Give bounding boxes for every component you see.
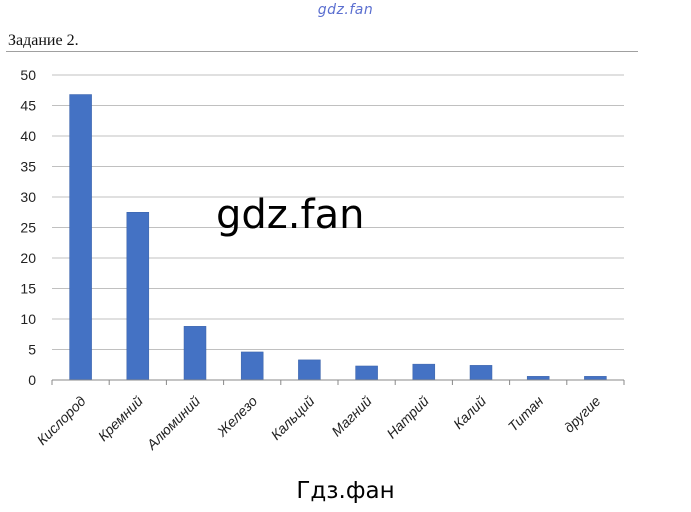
y-tick-label: 30 — [20, 189, 36, 205]
task-title: Задание 2. — [8, 32, 79, 49]
bar-7 — [412, 363, 436, 381]
y-tick-label: 45 — [20, 98, 36, 114]
x-tick-label: Титан — [505, 393, 547, 435]
y-axis-ticks: 0 5 10 15 20 25 30 35 40 45 50 — [20, 67, 36, 388]
bar-5 — [298, 359, 321, 381]
x-tick-label: Магний — [328, 393, 375, 440]
chart-gridlines — [52, 74, 624, 350]
y-tick-label: 0 — [28, 372, 36, 388]
bar-2 — [126, 212, 150, 381]
bar-8 — [469, 365, 493, 381]
y-tick-label: 35 — [20, 159, 36, 175]
title-divider — [6, 51, 638, 52]
bar-6 — [355, 365, 378, 381]
y-tick-label: 15 — [20, 281, 36, 297]
chart-bars — [69, 94, 607, 381]
x-axis — [51, 379, 625, 385]
y-tick-label: 20 — [20, 250, 36, 266]
y-tick-label: 40 — [20, 128, 36, 144]
bar-4 — [240, 351, 264, 381]
x-tick-label: Кремний — [95, 393, 146, 444]
y-tick-label: 5 — [28, 342, 36, 358]
x-tick-label: Кальций — [268, 393, 318, 443]
x-tick-label: Натрий — [383, 393, 432, 442]
bar-3 — [183, 326, 207, 381]
bar-10 — [584, 376, 607, 381]
x-tick-label: другие — [561, 393, 604, 436]
watermark-center: gdz.fan — [216, 192, 365, 238]
watermark-top: gdz.fan — [317, 2, 374, 18]
x-tick-label: Калий — [450, 393, 489, 432]
x-tick-label: Кислород — [34, 393, 89, 448]
bar-1 — [69, 94, 92, 381]
y-tick-label: 10 — [20, 311, 36, 327]
y-tick-label: 25 — [20, 220, 36, 236]
x-tick-label: Железо — [213, 393, 260, 440]
x-tick-label: Алюминий — [143, 393, 204, 454]
watermark-bottom: Гдз.фан — [296, 478, 395, 504]
bar-9 — [526, 376, 550, 381]
y-tick-label: 50 — [20, 67, 36, 83]
